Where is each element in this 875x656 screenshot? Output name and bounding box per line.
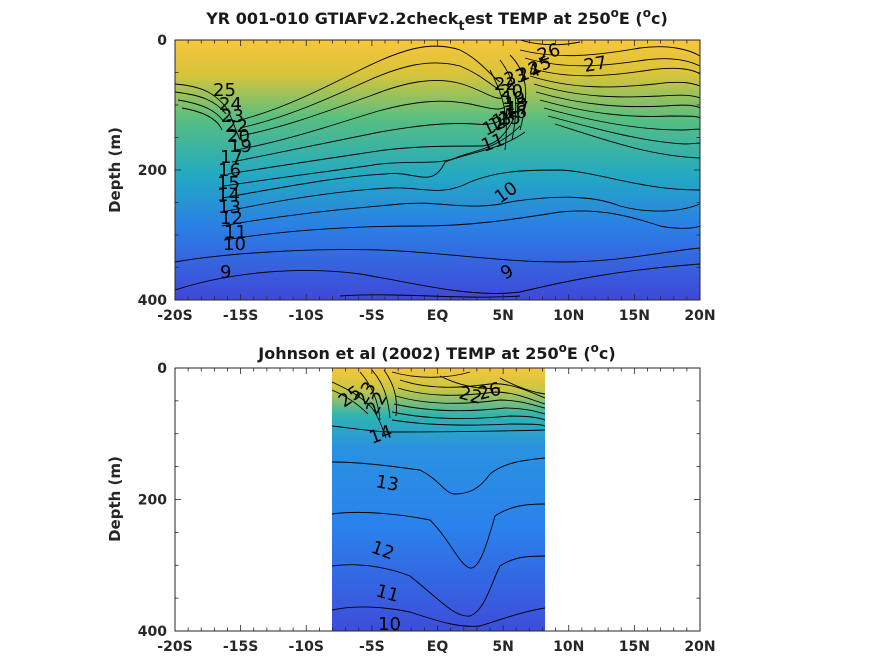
x-tick-label: 5N <box>492 308 513 324</box>
x-tick-label: -20S <box>157 308 192 324</box>
contour-label: 20 <box>500 81 523 102</box>
panel-2-ylabel: Depth (m) <box>106 456 124 542</box>
contour-label: 27 <box>582 52 608 77</box>
x-tick-label: 20N <box>684 639 715 655</box>
contour-label: 10 <box>378 614 401 635</box>
x-tick-label: 10N <box>553 639 584 655</box>
x-tick-label: 15N <box>619 308 650 324</box>
contour-label: 11 <box>224 222 247 243</box>
x-tick-label: 15N <box>619 639 650 655</box>
y-tick-label: 0 <box>157 33 167 49</box>
y-tick-label: 400 <box>138 624 167 640</box>
contour-label: 14 <box>217 185 240 206</box>
x-tick-label: 10N <box>553 308 584 324</box>
panel-1: YR 001-010 GTIAFv2.2checktest TEMP at 25… <box>106 6 716 324</box>
x-tick-label: -10S <box>289 639 324 655</box>
x-tick-label: -20S <box>157 639 192 655</box>
contour-label: 25 <box>213 80 236 101</box>
contour-label: 20 <box>227 126 250 147</box>
contour-label: 22 <box>225 116 248 137</box>
panel-2-field <box>332 368 545 631</box>
y-tick-label: 200 <box>138 493 167 509</box>
contour-label: 17 <box>506 98 529 119</box>
panel-2-title: Johnson et al (2002) TEMP at 250oE (oc) <box>257 341 615 363</box>
panel-1-axes: -20S -15S -10S -5S EQ 5N 10N 15N 20N 0 200 400 <box>138 33 716 324</box>
contour-label: 22 <box>494 74 517 95</box>
panel-2: Johnson et al (2002) TEMP at 250oE (oc) <box>106 341 716 655</box>
contour-label: 12 <box>220 208 243 229</box>
contour-label: 16 <box>504 102 527 123</box>
contour-label: 9 <box>220 262 231 283</box>
panel-1-ylabel: Depth (m) <box>106 127 124 213</box>
contour-label: 13 <box>374 471 400 496</box>
contour-label: 19 <box>502 88 525 109</box>
panel-1-title: YR 001-010 GTIAFv2.2checktest TEMP at 25… <box>205 6 668 34</box>
contour-label: 16 <box>218 160 241 181</box>
contour-label: 18 <box>504 94 527 115</box>
contour-label: 19 <box>229 136 252 157</box>
panel-2-axes: -20S -15S -10S -5S EQ 5N 10N 15N 20N 0 200 400 <box>138 361 716 655</box>
y-tick-label: 0 <box>157 361 167 377</box>
y-tick-label: 400 <box>138 293 167 309</box>
x-tick-label: -15S <box>223 639 258 655</box>
y-tick-label: 200 <box>138 163 167 179</box>
contour-label: 17 <box>220 147 243 168</box>
x-tick-label: EQ <box>427 639 449 655</box>
x-tick-label: -5S <box>359 639 385 655</box>
x-tick-label: 5N <box>492 639 513 655</box>
contour-label: 15 <box>498 108 521 129</box>
contour-label: 24 <box>219 94 242 115</box>
x-tick-label: EQ <box>427 308 449 324</box>
x-tick-label: -10S <box>289 308 324 324</box>
contour-label: 13 <box>218 197 241 218</box>
contour-label: 15 <box>217 173 240 194</box>
contour-label: 10 <box>223 234 246 255</box>
x-tick-label: -15S <box>223 308 258 324</box>
panel-1-field <box>175 40 700 300</box>
contour-label: 23 <box>221 106 244 127</box>
panel-1-contour-labels: 25 24 23 22 20 19 17 16 15 14 13 12 11 1… <box>213 39 608 284</box>
x-tick-label: -5S <box>359 308 385 324</box>
x-tick-label: 20N <box>684 308 715 324</box>
